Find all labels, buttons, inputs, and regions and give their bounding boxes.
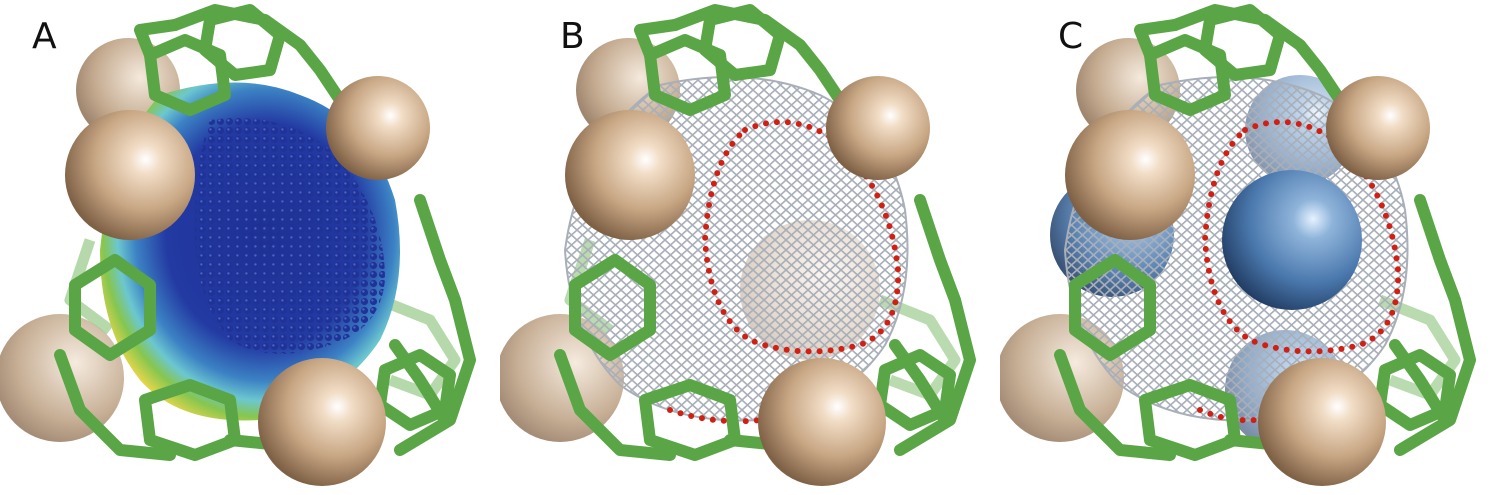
metal-sphere — [326, 76, 430, 180]
panel-label-b: B — [560, 16, 585, 57]
panel-a: A — [0, 0, 500, 495]
panel-b: B — [500, 0, 1000, 495]
panel-c-graphic — [1000, 4, 1476, 486]
panel-a-graphic — [0, 4, 476, 486]
metal-sphere — [565, 110, 695, 240]
panel-c: C — [1000, 0, 1500, 495]
metal-sphere — [1326, 76, 1430, 180]
metal-sphere — [758, 358, 886, 486]
metal-sphere — [1065, 110, 1195, 240]
panel-b-graphic — [500, 4, 976, 486]
panel-label-c: C — [1058, 16, 1084, 57]
guest-sphere-central — [1222, 170, 1362, 310]
metal-sphere — [65, 110, 195, 240]
ligand-framework — [54, 4, 476, 461]
metal-sphere — [1258, 358, 1386, 486]
metal-sphere — [258, 358, 386, 486]
metal-sphere — [826, 76, 930, 180]
cavity-bead-core — [195, 118, 385, 354]
cavity-outline-dots — [667, 407, 763, 425]
ligand-framework — [1054, 4, 1476, 461]
panel-label-a: A — [32, 16, 57, 57]
ligand-framework — [554, 4, 976, 461]
back-ligand — [1377, 294, 1461, 401]
